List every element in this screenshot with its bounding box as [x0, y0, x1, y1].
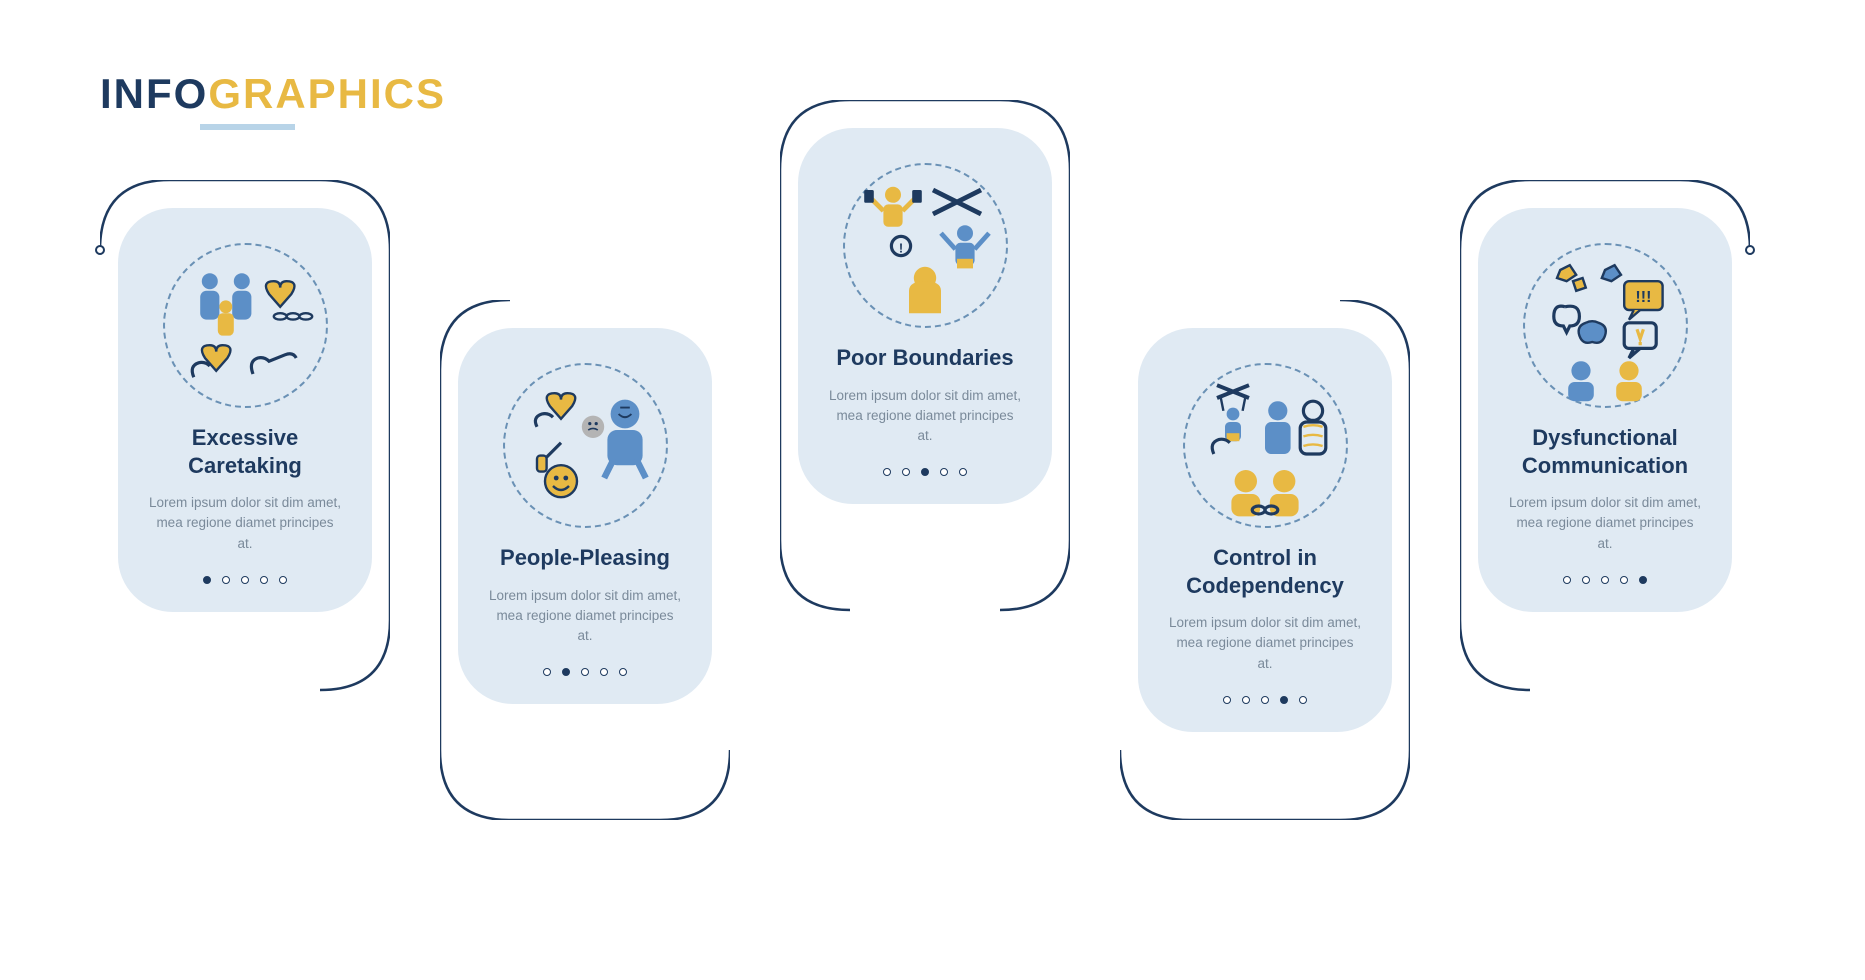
dot: [279, 576, 287, 584]
dot: [562, 668, 570, 676]
dot: [203, 576, 211, 584]
connector-dot: [1745, 245, 1755, 255]
card-inner: !!! Dysfunctional Communication Lorem ip…: [1478, 208, 1732, 612]
people-pleasing-icon: [505, 366, 665, 526]
dot: [1299, 696, 1307, 704]
card-dysfunctional-communication: !!! Dysfunctional Communication Lorem ip…: [1460, 180, 1750, 820]
svg-text:!: !: [899, 240, 903, 255]
caretaking-icon: [165, 246, 325, 406]
dot: [1639, 576, 1647, 584]
card-control-codependency: Control in Codependency Lorem ipsum dolo…: [1120, 300, 1410, 820]
card-inner: Excessive Caretaking Lorem ipsum dolor s…: [118, 208, 372, 612]
dot: [1261, 696, 1269, 704]
dot: [1563, 576, 1571, 584]
card-body: Lorem ipsum dolor sit dim amet, mea regi…: [1498, 493, 1712, 554]
card-excessive-caretaking: Excessive Caretaking Lorem ipsum dolor s…: [100, 180, 390, 820]
dot: [1582, 576, 1590, 584]
boundaries-icon: !: [845, 166, 1005, 326]
card-body: Lorem ipsum dolor sit dim amet, mea regi…: [138, 493, 352, 554]
svg-text:!!!: !!!: [1635, 289, 1651, 306]
icon-circle: [1183, 363, 1348, 528]
card-poor-boundaries: ! Poor Boundaries Lorem ipsum dolor sit …: [780, 100, 1070, 820]
pagination-dots: [1223, 696, 1307, 704]
cards-container: Excessive Caretaking Lorem ipsum dolor s…: [100, 100, 1750, 820]
connector-dot: [95, 245, 105, 255]
dot: [619, 668, 627, 676]
icon-circle: [163, 243, 328, 408]
dot: [1242, 696, 1250, 704]
dot: [921, 468, 929, 476]
dot: [600, 668, 608, 676]
dot: [543, 668, 551, 676]
dot: [1223, 696, 1231, 704]
dot: [241, 576, 249, 584]
communication-icon: !!!: [1525, 246, 1685, 406]
dot: [902, 468, 910, 476]
pagination-dots: [543, 668, 627, 676]
dot: [959, 468, 967, 476]
pagination-dots: [1563, 576, 1647, 584]
card-title: People-Pleasing: [500, 544, 670, 572]
card-body: Lorem ipsum dolor sit dim amet, mea regi…: [478, 586, 692, 647]
card-body: Lorem ipsum dolor sit dim amet, mea regi…: [818, 386, 1032, 447]
card-inner: Control in Codependency Lorem ipsum dolo…: [1138, 328, 1392, 732]
dot: [940, 468, 948, 476]
card-body: Lorem ipsum dolor sit dim amet, mea regi…: [1158, 613, 1372, 674]
pagination-dots: [203, 576, 287, 584]
card-title: Excessive Caretaking: [138, 424, 352, 479]
card-inner: ! Poor Boundaries Lorem ipsum dolor sit …: [798, 128, 1052, 504]
dot: [260, 576, 268, 584]
dot: [1620, 576, 1628, 584]
icon-circle: [503, 363, 668, 528]
card-inner: People-Pleasing Lorem ipsum dolor sit di…: [458, 328, 712, 704]
icon-circle: !!!: [1523, 243, 1688, 408]
icon-circle: !: [843, 163, 1008, 328]
dot: [883, 468, 891, 476]
dot: [222, 576, 230, 584]
dot: [1601, 576, 1609, 584]
control-icon: [1185, 366, 1345, 526]
card-title: Control in Codependency: [1158, 544, 1372, 599]
pagination-dots: [883, 468, 967, 476]
card-people-pleasing: People-Pleasing Lorem ipsum dolor sit di…: [440, 300, 730, 820]
card-title: Dysfunctional Communication: [1498, 424, 1712, 479]
card-title: Poor Boundaries: [836, 344, 1013, 372]
dot: [1280, 696, 1288, 704]
dot: [581, 668, 589, 676]
